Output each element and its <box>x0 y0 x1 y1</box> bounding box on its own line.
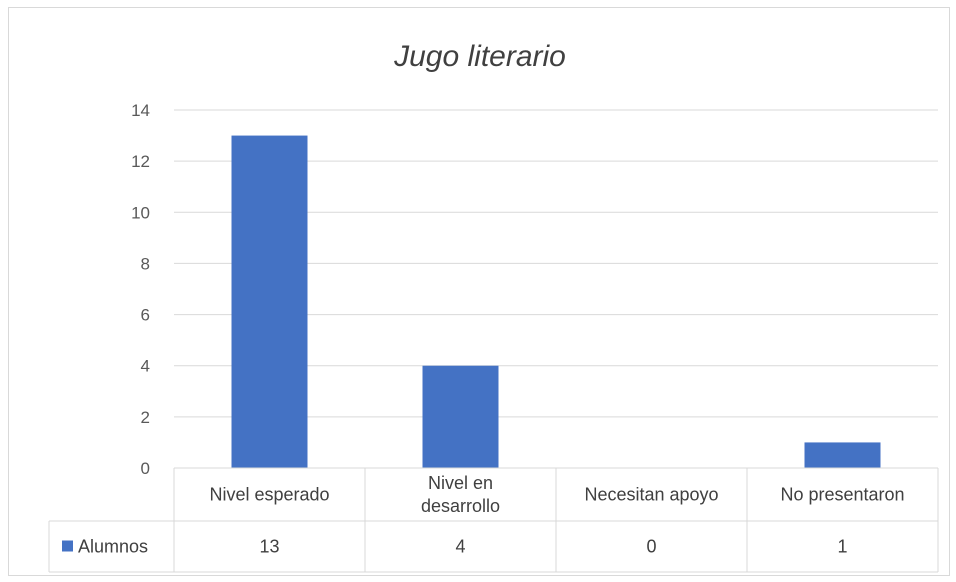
category-label: No presentaron <box>780 485 904 505</box>
bar <box>804 442 881 468</box>
y-tick-label: 4 <box>141 357 150 376</box>
data-label: 1 <box>837 537 847 557</box>
data-table: Nivel esperado Nivel en desarrollo Necesita… <box>48 467 939 573</box>
y-tick-label: 10 <box>131 203 150 222</box>
y-tick-label: 6 <box>141 306 150 325</box>
bars <box>231 135 881 469</box>
legend-label: Alumnos <box>78 537 148 557</box>
data-label: 0 <box>646 537 656 557</box>
chart-title: Jugo literario <box>393 40 566 73</box>
legend-swatch <box>62 540 73 552</box>
y-tick-label: 12 <box>131 152 150 171</box>
y-axis-ticks: 0 2 4 6 8 10 12 14 <box>131 101 150 478</box>
bar <box>422 365 499 468</box>
data-label: 13 <box>259 537 279 557</box>
y-tick-label: 0 <box>141 459 150 478</box>
chart-frame <box>8 7 950 576</box>
y-tick-label: 14 <box>131 101 150 120</box>
category-label: Nivel en desarrollo <box>421 473 500 516</box>
bar <box>231 135 308 469</box>
data-label: 4 <box>455 537 465 557</box>
category-label: Necesitan apoyo <box>584 485 718 505</box>
y-tick-label: 8 <box>141 254 150 273</box>
y-tick-label: 2 <box>141 408 150 427</box>
category-label: Nivel esperado <box>209 485 329 505</box>
